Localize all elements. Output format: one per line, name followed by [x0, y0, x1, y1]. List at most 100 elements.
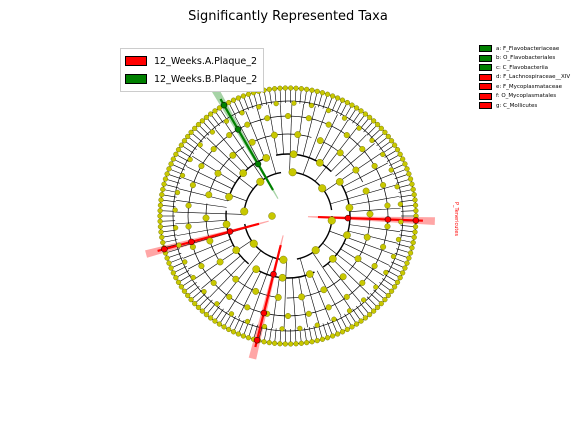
leaf-node	[304, 86, 310, 92]
tree-node	[214, 301, 220, 307]
tree-node	[190, 274, 196, 281]
tree-node	[189, 182, 196, 189]
leaf-node	[392, 142, 398, 148]
leaf-node	[411, 192, 417, 198]
leaf-node	[410, 186, 416, 192]
leaf-node	[400, 270, 406, 276]
branch	[289, 103, 293, 173]
branch	[279, 103, 284, 155]
leaf-node	[158, 197, 164, 203]
branch	[332, 258, 370, 295]
leaf-node	[178, 142, 184, 148]
tree-node	[341, 115, 348, 121]
leaf-node	[349, 324, 355, 330]
tree-node	[305, 270, 314, 278]
leaf-node	[409, 181, 415, 187]
tree-node	[229, 151, 237, 159]
tree-node	[343, 293, 350, 300]
tree-node	[380, 182, 387, 189]
tree-node	[172, 207, 178, 213]
leaf-node	[240, 333, 246, 339]
leaf-node	[203, 114, 210, 120]
branch	[175, 211, 245, 215]
significant-node	[260, 309, 268, 317]
leaf-node	[166, 260, 172, 266]
branch	[181, 177, 247, 202]
tree-node	[305, 115, 312, 122]
leaf-node	[175, 279, 182, 285]
leaf-node	[216, 105, 223, 111]
leaf-node	[382, 129, 388, 135]
branch	[349, 196, 400, 206]
leaf-node	[412, 229, 418, 235]
branch	[186, 166, 233, 190]
tree-node	[273, 101, 279, 107]
taxa-swatch	[479, 54, 492, 62]
branch	[206, 137, 244, 174]
leaf-node	[168, 265, 174, 271]
leaf-node	[402, 265, 408, 271]
leaf-node	[166, 166, 172, 172]
branch	[234, 116, 260, 162]
tree-node	[388, 167, 394, 173]
tree-node	[289, 150, 298, 159]
highlighted-branch	[219, 98, 274, 191]
branch	[201, 255, 241, 289]
tree-node	[320, 286, 328, 294]
tree-node	[209, 129, 215, 135]
branch	[224, 122, 264, 180]
tree-node	[222, 220, 231, 229]
leaf-node	[388, 288, 395, 294]
leaf-node	[173, 151, 179, 157]
tree-node	[329, 255, 337, 263]
tree-node	[187, 156, 193, 163]
tree-node	[291, 100, 297, 106]
leaf-node	[157, 224, 164, 230]
tree-node	[244, 318, 251, 325]
tree-node	[271, 131, 278, 139]
leaf-node	[378, 301, 384, 307]
leaf-node	[266, 86, 272, 92]
leaf-node	[261, 339, 267, 345]
leaf-node	[188, 129, 194, 135]
branch	[330, 134, 367, 172]
group-b-swatch	[125, 74, 147, 84]
leaf-node	[298, 86, 304, 92]
branch	[322, 242, 378, 286]
leaf-node	[266, 340, 272, 346]
leaf-node	[406, 255, 412, 261]
tree-node	[226, 132, 233, 139]
tree-node	[256, 104, 262, 110]
leaf-node	[404, 166, 410, 172]
taxa-legend-item: e: F_Mycoplasmataceae	[479, 82, 570, 92]
taxa-label: e: F_Mycoplasmataceae	[496, 83, 562, 90]
branch	[324, 152, 382, 192]
taxa-legend-item: b: O_Flavobacteriales	[479, 54, 570, 64]
leaf-node	[319, 336, 326, 342]
leaf-node	[324, 91, 331, 97]
leaf-node	[378, 125, 384, 131]
leaf-node	[162, 176, 169, 182]
tree-node	[285, 313, 292, 320]
leaf-node	[235, 95, 241, 101]
tree-node	[369, 137, 375, 143]
tree-node	[308, 102, 315, 109]
group-legend-item-a: 12_Weeks.A.Plaque_2	[125, 52, 257, 70]
tree-node	[205, 191, 213, 199]
significant-node	[344, 214, 352, 222]
tree-node	[225, 193, 233, 201]
tree-node	[252, 287, 260, 295]
tree-node	[331, 316, 337, 322]
tree-node	[288, 168, 297, 177]
tree-node	[244, 121, 251, 128]
tree-node	[240, 207, 249, 216]
leaf-node	[319, 90, 326, 96]
tree-node	[226, 293, 233, 300]
taxa-legend-item: g: C_Mollicutes	[479, 101, 570, 111]
taxa-label: b: O_Flavobacteriales	[496, 55, 556, 62]
branch	[302, 109, 327, 175]
branch	[296, 104, 305, 155]
leaf-node	[157, 218, 163, 224]
branch	[192, 155, 236, 184]
leaf-node	[335, 331, 341, 337]
